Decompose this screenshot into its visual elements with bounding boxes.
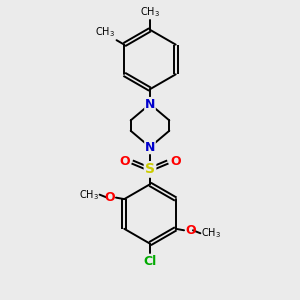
Text: Cl: Cl bbox=[143, 255, 157, 268]
Text: S: S bbox=[145, 162, 155, 176]
Text: N: N bbox=[145, 141, 155, 154]
Text: CH$_3$: CH$_3$ bbox=[201, 226, 221, 240]
Text: O: O bbox=[119, 155, 130, 168]
Text: O: O bbox=[170, 155, 181, 168]
Text: CH$_3$: CH$_3$ bbox=[140, 5, 160, 19]
Text: CH$_3$: CH$_3$ bbox=[79, 188, 99, 202]
Text: N: N bbox=[145, 98, 155, 110]
Text: O: O bbox=[185, 224, 196, 237]
Text: O: O bbox=[104, 191, 115, 204]
Text: CH$_3$: CH$_3$ bbox=[95, 25, 115, 39]
